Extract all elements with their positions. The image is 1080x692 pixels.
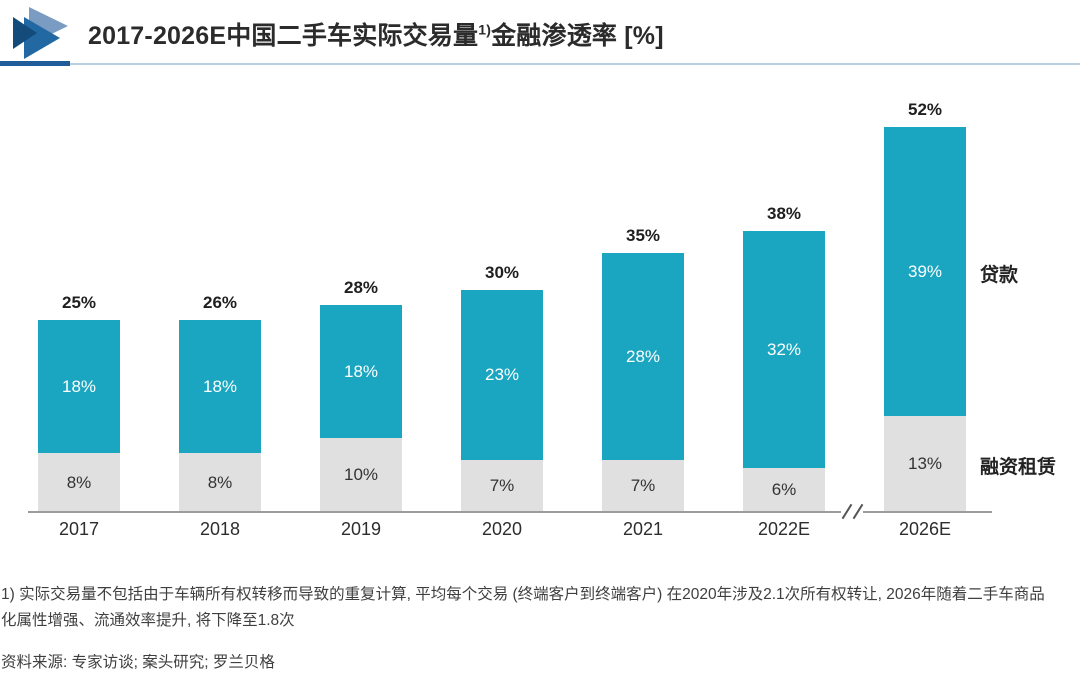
x-axis-label: 2026E	[898, 519, 952, 539]
x-axis-label: 2021	[622, 519, 664, 539]
bar-segment-loan-label: 18%	[343, 361, 379, 381]
bar-total-label: 26%	[202, 293, 238, 312]
bar-segment-lease: 7%	[461, 460, 543, 512]
axis-break-gap	[841, 506, 863, 517]
footnote-text: 1) 实际交易量不包括由于车辆所有权转移而导致的重复计算, 平均每个交易 (终端…	[1, 586, 1045, 630]
bar-segment-lease: 7%	[602, 460, 684, 512]
header-divider-accent	[0, 61, 70, 66]
chart-title-footnote-marker: 1)	[478, 21, 492, 38]
bar-segment-loan: 39%	[884, 127, 966, 416]
bar-segment-lease-label: 13%	[907, 454, 943, 473]
bar-total-label: 30%	[484, 263, 520, 282]
bar-segment-lease: 8%	[179, 453, 261, 512]
legend-label-loan: 贷款	[980, 264, 1019, 286]
bar-total-label: 25%	[61, 293, 97, 312]
header-divider-line	[0, 63, 1080, 65]
bar-total-label: 38%	[766, 204, 802, 223]
chart-title-suffix: 金融渗透率 [%]	[491, 22, 664, 50]
chart-title-prefix: 2017-2026E中国二手车实际交易量	[88, 22, 479, 50]
x-axis-label: 2022E	[757, 519, 811, 539]
bar-segment-loan: 28%	[602, 253, 684, 460]
bar-segment-lease: 6%	[743, 468, 825, 512]
x-axis-label: 2018	[199, 519, 241, 539]
x-axis-label: 2019	[340, 519, 382, 539]
bar-segment-loan-label: 32%	[766, 339, 802, 359]
bar-segment-loan: 32%	[743, 231, 825, 468]
bar-total-label: 35%	[625, 226, 661, 245]
bar-segment-lease-label: 6%	[771, 480, 797, 499]
bar-segment-lease: 8%	[38, 453, 120, 512]
x-axis-label: 2017	[58, 519, 100, 539]
bar-segment-loan: 18%	[179, 320, 261, 453]
chart-title: 2017-2026E中国二手车实际交易量1)金融渗透率 [%]	[88, 16, 664, 52]
brand-triangles-icon	[13, 7, 68, 59]
bar-segment-loan: 18%	[320, 305, 402, 438]
source-text: 资料来源: 专家访谈; 案头研究; 罗兰贝格	[1, 654, 275, 671]
bar-segment-loan: 23%	[461, 290, 543, 460]
bar-segment-lease-label: 7%	[489, 476, 515, 495]
bar-segment-loan-label: 23%	[484, 365, 520, 384]
bar-total-label: 52%	[907, 100, 943, 119]
bar-segment-loan-label: 39%	[907, 261, 943, 281]
bar-segment-loan-label: 18%	[61, 376, 97, 396]
bar-total-label: 28%	[343, 278, 379, 297]
x-axis-line	[28, 511, 992, 513]
bar-segment-lease: 13%	[884, 416, 966, 512]
bar-segment-lease: 10%	[320, 438, 402, 512]
bar-segment-loan-label: 18%	[202, 376, 238, 396]
bar-segment-lease-label: 10%	[343, 465, 379, 484]
bar-segment-loan: 18%	[38, 320, 120, 453]
legend-label-lease: 融资租赁	[980, 457, 1057, 478]
bar-segment-lease-label: 7%	[630, 476, 656, 495]
bar-segment-loan-label: 28%	[625, 346, 661, 366]
bar-segment-lease-label: 8%	[66, 472, 92, 492]
x-axis-label: 2020	[481, 519, 523, 539]
bar-segment-lease-label: 8%	[207, 472, 233, 492]
